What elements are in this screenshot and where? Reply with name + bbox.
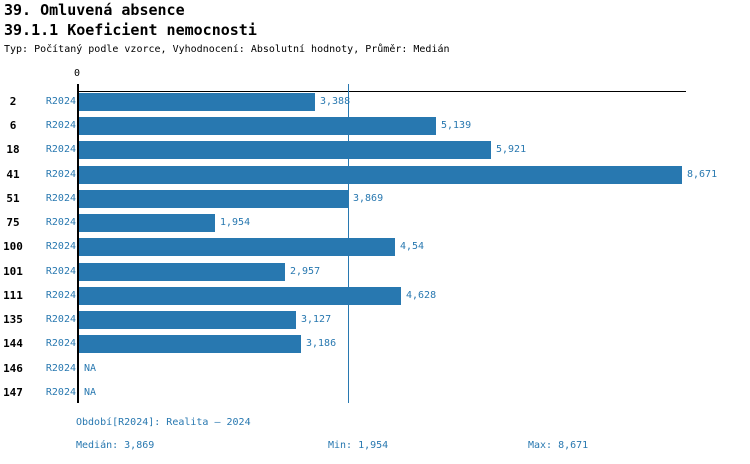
row-id-label: 147 — [3, 386, 23, 399]
chart-row: 100 R2024 4,54 — [0, 238, 750, 256]
bar — [79, 117, 436, 135]
row-id-label: 101 — [3, 265, 23, 278]
axis-zero-tick-label: 0 — [73, 68, 81, 79]
footer-min-label: Min: 1,954 — [328, 440, 389, 451]
bar-value-label: 3,186 — [306, 338, 337, 349]
bar-value-label: 8,671 — [687, 169, 718, 180]
bar — [79, 238, 395, 256]
bar-value-label: 4,628 — [406, 290, 437, 301]
bar — [79, 190, 348, 208]
bar — [79, 214, 215, 232]
bar — [79, 166, 682, 184]
row-id-label: 146 — [3, 362, 23, 375]
bar-value-label: 2,957 — [290, 266, 321, 277]
row-id-label: 75 — [6, 216, 20, 229]
chart-row: 6 R2024 5,139 — [0, 117, 750, 135]
row-id-label: 18 — [6, 143, 20, 156]
bar-value-label: NA — [84, 387, 97, 398]
row-series-label: R2024 — [45, 266, 76, 277]
bar-value-label: 3,127 — [301, 314, 332, 325]
chart-row: 146 R2024 NA — [0, 360, 750, 378]
chart-row: 51 R2024 3,869 — [0, 190, 750, 208]
chart-row: 75 R2024 1,954 — [0, 214, 750, 232]
bar-value-label: 3,869 — [353, 193, 384, 204]
row-series-label: R2024 — [45, 290, 76, 301]
row-series-label: R2024 — [45, 363, 76, 374]
chart-row: 101 R2024 2,957 — [0, 263, 750, 281]
page-title: 39. Omluvená absence — [4, 1, 185, 19]
bar — [79, 263, 285, 281]
chart-row: 18 R2024 5,921 — [0, 141, 750, 159]
bar-value-label: 5,921 — [496, 144, 527, 155]
row-series-label: R2024 — [45, 338, 76, 349]
bar — [79, 93, 315, 111]
footer-median-label: Medián: 3,869 — [76, 440, 155, 451]
bar-value-label: 5,139 — [441, 120, 472, 131]
chart-row: 111 R2024 4,628 — [0, 287, 750, 305]
row-series-label: R2024 — [45, 241, 76, 252]
row-series-label: R2024 — [45, 144, 76, 155]
chart-row: 144 R2024 3,186 — [0, 335, 750, 353]
axis-left-line — [77, 84, 79, 403]
chart-row: 135 R2024 3,127 — [0, 311, 750, 329]
bar — [79, 141, 491, 159]
chart-subtitle: 39.1.1 Koeficient nemocnosti — [4, 21, 257, 39]
bar-value-label: 3,388 — [320, 96, 351, 107]
chart-meta-line: Typ: Počítaný podle vzorce, Vyhodnocení:… — [4, 44, 450, 55]
chart-row: 147 R2024 NA — [0, 384, 750, 402]
footer-max-label: Max: 8,671 — [528, 440, 589, 451]
row-id-label: 6 — [9, 119, 17, 132]
row-id-label: 2 — [9, 95, 17, 108]
row-id-label: 100 — [3, 240, 23, 253]
bar-value-label: 4,54 — [400, 241, 425, 252]
row-series-label: R2024 — [45, 217, 76, 228]
bar-value-label: NA — [84, 363, 97, 374]
row-series-label: R2024 — [45, 120, 76, 131]
row-id-label: 144 — [3, 337, 23, 350]
bar — [79, 311, 296, 329]
bar — [79, 287, 401, 305]
row-series-label: R2024 — [45, 314, 76, 325]
row-series-label: R2024 — [45, 193, 76, 204]
row-id-label: 51 — [6, 192, 20, 205]
row-series-label: R2024 — [45, 169, 76, 180]
bar — [79, 335, 301, 353]
footer-period-label: Období[R2024]: Realita – 2024 — [76, 417, 251, 428]
axis-top-line — [77, 91, 686, 92]
row-id-label: 135 — [3, 313, 23, 326]
row-series-label: R2024 — [45, 387, 76, 398]
chart-row: 41 R2024 8,671 — [0, 166, 750, 184]
row-series-label: R2024 — [45, 96, 76, 107]
chart-row: 2 R2024 3,388 — [0, 93, 750, 111]
row-id-label: 41 — [6, 168, 20, 181]
bar-value-label: 1,954 — [220, 217, 251, 228]
row-id-label: 111 — [3, 289, 23, 302]
